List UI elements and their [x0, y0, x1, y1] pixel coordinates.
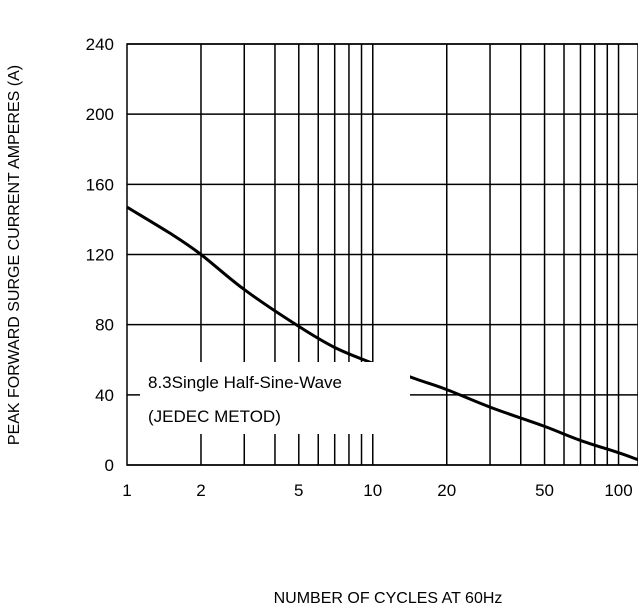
y-tick-label-80: 80 [95, 316, 114, 335]
y-axis-title: PEAK FORWARD SURGE CURRENT AMPERES (A) [6, 65, 23, 445]
annotation-box: 8.3Single Half-Sine-Wave (JEDEC METOD) [140, 362, 410, 434]
y-tick-label-120: 120 [86, 246, 114, 265]
x-tick-label-2: 2 [196, 481, 205, 500]
x-tick-label-5: 5 [294, 481, 303, 500]
y-tick-label-0: 0 [105, 456, 114, 475]
x-tick-label-100: 100 [604, 481, 632, 500]
x-tick-label-20: 20 [437, 481, 456, 500]
annotation-line-2: (JEDEC METOD) [148, 407, 281, 426]
y-tick-label-160: 160 [86, 175, 114, 194]
x-axis-title: NUMBER OF CYCLES AT 60Hz [274, 590, 503, 607]
y-tick-label-200: 200 [86, 105, 114, 124]
y-tick-label-40: 40 [95, 386, 114, 405]
x-tick-label-50: 50 [535, 481, 554, 500]
annotation-background [140, 362, 410, 434]
x-tick-labels: 1 2 5 10 20 50 100 [122, 481, 632, 500]
x-tick-label-1: 1 [122, 481, 131, 500]
plot-frame [126, 43, 638, 466]
y-tick-labels: 0 40 80 120 160 200 240 [86, 35, 114, 475]
x-tick-label-10: 10 [363, 481, 382, 500]
annotation-line-1: 8.3Single Half-Sine-Wave [148, 373, 342, 392]
y-tick-label-240: 240 [86, 35, 114, 54]
